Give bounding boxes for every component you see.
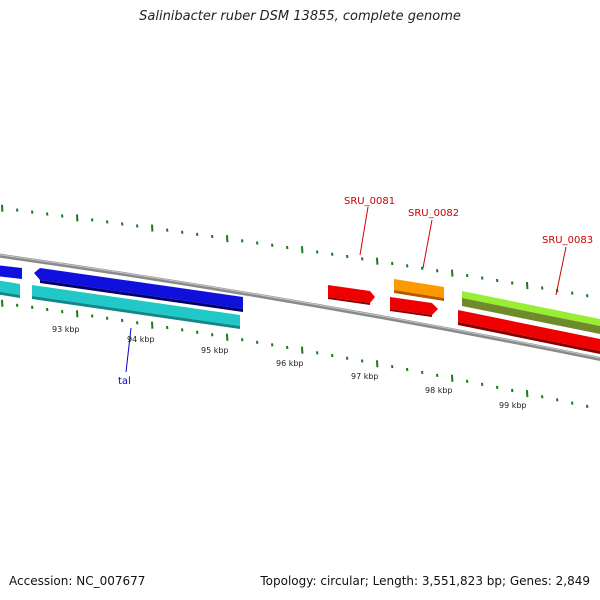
gene-red-3[interactable] bbox=[458, 310, 600, 352]
label-tal: tal bbox=[118, 376, 131, 387]
gene-sru-0081[interactable] bbox=[394, 279, 444, 298]
scale-label-98kbp: 98 kbp bbox=[425, 386, 453, 395]
page-title: Salinibacter ruber DSM 13855, complete g… bbox=[139, 9, 461, 24]
leader-tal bbox=[125, 327, 132, 373]
gene-blue-left[interactable] bbox=[0, 265, 22, 279]
label-sru-0083: SRU_0083 bbox=[542, 235, 593, 246]
leader-sru-0081 bbox=[359, 206, 369, 256]
gene-red-1[interactable] bbox=[328, 285, 375, 303]
gene-sru-0083[interactable] bbox=[462, 291, 600, 327]
scale-label-96kbp: 96 kbp bbox=[276, 359, 304, 368]
scale-label-93kbp: 93 kbp bbox=[52, 325, 80, 334]
leader-sru-0082 bbox=[422, 219, 433, 269]
gene-sru-0082-shadow bbox=[390, 309, 432, 317]
label-sru-0081: SRU_0081 bbox=[344, 196, 395, 207]
gene-blue-main[interactable] bbox=[34, 268, 243, 309]
lower-scale-ticks bbox=[1, 299, 589, 408]
gene-tal-shadow bbox=[32, 296, 240, 329]
genome-summary-text: Topology: circular; Length: 3,551,823 bp… bbox=[260, 574, 590, 588]
accession-text: Accession: NC_007677 bbox=[9, 574, 146, 588]
gene-blue-main-shadow bbox=[40, 280, 243, 312]
genome-backbone bbox=[0, 253, 600, 362]
gene-sru-0082[interactable] bbox=[390, 297, 438, 315]
gene-sru-0083-lower bbox=[462, 298, 600, 334]
scale-label-94kbp: 94 kbp bbox=[127, 335, 155, 344]
gene-tal[interactable] bbox=[32, 285, 240, 326]
gene-sru-0081-shadow bbox=[394, 290, 444, 301]
gene-red-3-shadow bbox=[458, 322, 600, 354]
genome-backbone-highlight bbox=[0, 254, 600, 359]
gene-cyan-left-shadow bbox=[0, 291, 20, 298]
scale-label-99kbp: 99 kbp bbox=[499, 401, 527, 410]
scale-label-97kbp: 97 kbp bbox=[351, 372, 379, 381]
label-sru-0082: SRU_0082 bbox=[408, 208, 459, 219]
scale-label-95kbp: 95 kbp bbox=[201, 346, 229, 355]
gene-cyan-left[interactable] bbox=[0, 280, 20, 295]
gene-red-1-shadow bbox=[328, 297, 370, 305]
leader-sru-0083 bbox=[555, 246, 567, 296]
